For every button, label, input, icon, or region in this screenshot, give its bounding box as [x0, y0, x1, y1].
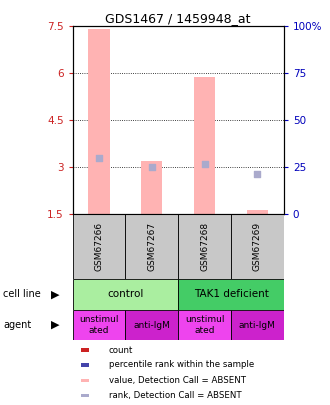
- Bar: [73, 215, 125, 279]
- Text: GSM67267: GSM67267: [147, 222, 156, 271]
- Point: [149, 164, 154, 171]
- Bar: [247, 210, 268, 215]
- Text: cell line: cell line: [3, 290, 41, 299]
- Text: anti-IgM: anti-IgM: [239, 320, 276, 330]
- Bar: [178, 215, 231, 279]
- Bar: [141, 161, 162, 215]
- Text: ▶: ▶: [51, 320, 60, 330]
- Bar: [73, 279, 178, 310]
- Bar: [194, 77, 215, 215]
- Point: [96, 155, 102, 161]
- Text: unstimul
ated: unstimul ated: [79, 315, 119, 335]
- Bar: [81, 379, 89, 382]
- Title: GDS1467 / 1459948_at: GDS1467 / 1459948_at: [106, 12, 251, 25]
- Text: value, Detection Call = ABSENT: value, Detection Call = ABSENT: [109, 376, 246, 385]
- Bar: [81, 348, 89, 352]
- Text: unstimul
ated: unstimul ated: [185, 315, 224, 335]
- Bar: [231, 215, 284, 279]
- Text: TAK1 deficient: TAK1 deficient: [194, 290, 268, 299]
- Text: GSM67266: GSM67266: [94, 222, 104, 271]
- Bar: [81, 394, 89, 397]
- Bar: [81, 363, 89, 367]
- Bar: [88, 30, 110, 215]
- Bar: [125, 310, 178, 340]
- Bar: [125, 215, 178, 279]
- Text: percentile rank within the sample: percentile rank within the sample: [109, 360, 254, 369]
- Text: ▶: ▶: [51, 290, 60, 299]
- Text: GSM67269: GSM67269: [253, 222, 262, 271]
- Text: GSM67268: GSM67268: [200, 222, 209, 271]
- Bar: [231, 310, 284, 340]
- Text: control: control: [107, 290, 144, 299]
- Bar: [178, 310, 231, 340]
- Text: anti-IgM: anti-IgM: [133, 320, 170, 330]
- Bar: [178, 279, 284, 310]
- Text: count: count: [109, 345, 133, 354]
- Bar: [73, 310, 125, 340]
- Point: [202, 161, 207, 168]
- Text: rank, Detection Call = ABSENT: rank, Detection Call = ABSENT: [109, 391, 241, 400]
- Text: agent: agent: [3, 320, 32, 330]
- Point: [255, 171, 260, 177]
